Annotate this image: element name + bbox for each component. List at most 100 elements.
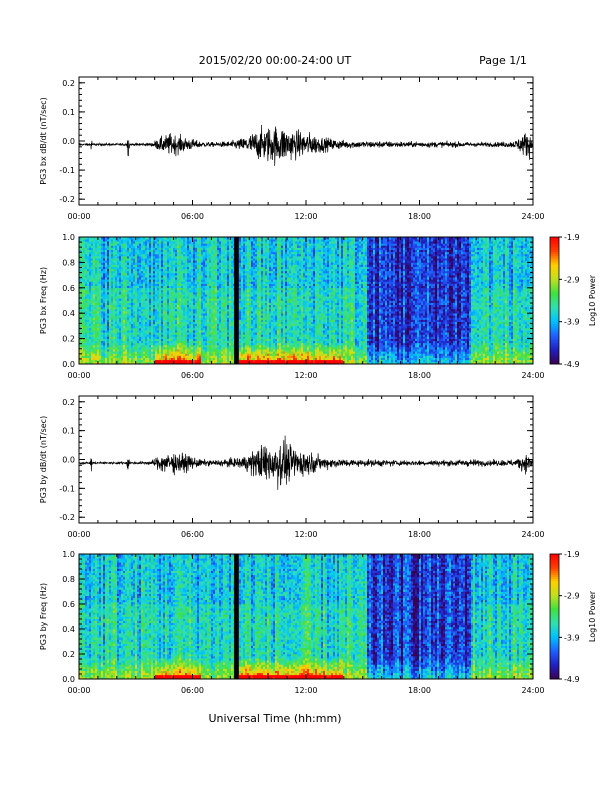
spectrogram-cell <box>159 279 162 282</box>
spectrogram-cell <box>177 332 180 335</box>
spectrogram-cell <box>119 296 122 299</box>
spectrogram-cell <box>219 328 222 331</box>
spectrogram-cell <box>167 253 170 257</box>
spectrogram-cell <box>199 249 202 253</box>
spectrogram-cell <box>179 272 182 276</box>
spectrogram-cell <box>117 338 120 342</box>
spectrogram-cell <box>87 279 90 282</box>
spectrogram-cell <box>151 302 154 306</box>
spectrogram-cell <box>83 323 86 327</box>
spectrogram-cell <box>149 256 152 259</box>
spectrogram-cell <box>125 330 128 333</box>
spectrogram-cell <box>183 311 186 314</box>
spectrogram-cell <box>209 325 212 329</box>
spectrogram-cell <box>121 334 124 337</box>
spectrogram-cell <box>187 287 190 291</box>
spectrogram-cell <box>193 361 196 365</box>
spectrogram-cell <box>89 349 92 352</box>
spectrogram-cell <box>165 266 168 270</box>
spectrogram-cell <box>123 285 126 289</box>
spectrogram-cell <box>189 292 192 295</box>
spectrogram-cell <box>171 361 174 365</box>
spectrogram-cell <box>149 344 152 348</box>
spectrogram-cell <box>193 325 196 329</box>
spectrogram-cell <box>173 353 176 356</box>
spectrogram-cell <box>97 279 100 282</box>
spectrogram-cell <box>107 260 110 263</box>
spectrogram-cell <box>207 294 210 297</box>
spectrogram-cell <box>231 344 234 348</box>
spectrogram-cell <box>189 289 192 293</box>
spectrogram-cell <box>227 351 230 354</box>
spectrogram-cell <box>147 328 150 331</box>
spectrogram-cell <box>211 258 214 261</box>
spectrogram-cell <box>91 330 94 333</box>
spectrogram-cell <box>163 357 166 361</box>
spectrogram-cell <box>123 357 126 361</box>
spectrogram-cell <box>221 298 224 301</box>
spectrogram-cell <box>151 311 154 314</box>
spectrogram-cell <box>159 361 162 365</box>
spectrogram-cell <box>193 241 196 244</box>
spectrogram-cell <box>223 249 226 253</box>
spectrogram-cell <box>93 332 96 335</box>
spectrogram-cell <box>123 241 126 244</box>
spectrogram-cell <box>165 272 168 276</box>
spectrogram-cell <box>159 283 162 286</box>
spectrogram-cell <box>89 287 92 291</box>
spectrogram-cell <box>157 237 160 240</box>
spectrogram-cell <box>229 279 232 282</box>
spectrogram-cell <box>149 340 152 344</box>
spectrogram-cell <box>239 319 242 322</box>
spectrogram-cell <box>167 270 170 274</box>
spectrogram-cell <box>191 241 194 244</box>
spectrogram-cell <box>115 256 118 259</box>
spectrogram-cell <box>207 253 210 257</box>
spectrogram-cell <box>199 285 202 289</box>
spectrogram-cell <box>191 319 194 322</box>
spectrogram-cell <box>83 351 86 354</box>
spectrogram-cell <box>187 306 190 310</box>
spectrogram-cell <box>179 304 182 308</box>
spectrogram-cell <box>157 332 160 335</box>
spectrogram-cell <box>197 294 200 297</box>
spectrogram-cell <box>193 338 196 342</box>
spectrogram-cell <box>117 359 120 363</box>
spectrogram-cell <box>209 256 212 259</box>
spectrogram-cell <box>179 285 182 289</box>
spectrogram-cell <box>167 281 170 284</box>
spectrogram-cell <box>125 243 128 246</box>
spectrogram-cell <box>207 313 210 316</box>
spectrogram-cell <box>179 287 182 291</box>
spectrogram-cell <box>139 283 142 286</box>
spectrogram-cell <box>199 262 202 265</box>
spectrogram-cell <box>179 302 182 306</box>
spectrogram-cell <box>85 306 88 310</box>
spectrogram-cell <box>89 355 92 358</box>
spectrogram-cell <box>177 342 180 346</box>
spectrogram-cell <box>119 285 122 289</box>
spectrogram-cell <box>95 277 98 280</box>
spectrogram-cell <box>149 359 152 363</box>
spectrogram-cell <box>155 347 158 350</box>
spectrogram-cell <box>205 361 208 365</box>
spectrogram-cell <box>171 281 174 284</box>
spectrogram-cell <box>99 268 102 272</box>
spectrogram-cell <box>99 361 102 365</box>
spectrogram-cell <box>179 338 182 342</box>
spectrogram-cell <box>175 325 178 329</box>
spectrogram-cell <box>231 315 234 318</box>
spectrogram-cell <box>143 243 146 246</box>
spectrogram-cell <box>83 277 86 280</box>
spectrogram-cell <box>239 241 242 244</box>
spectrogram-cell <box>117 315 120 318</box>
spectrogram-cell <box>165 313 168 316</box>
spectrogram-cell <box>107 294 110 297</box>
spectrogram-cell <box>153 243 156 246</box>
spectrogram-cell <box>135 330 138 333</box>
spectrogram-cell <box>143 325 146 329</box>
spectrogram-cell <box>91 308 94 312</box>
spectrogram-cell <box>107 272 110 276</box>
spectrogram-cell <box>201 237 204 240</box>
spectrogram-cell <box>111 351 114 354</box>
